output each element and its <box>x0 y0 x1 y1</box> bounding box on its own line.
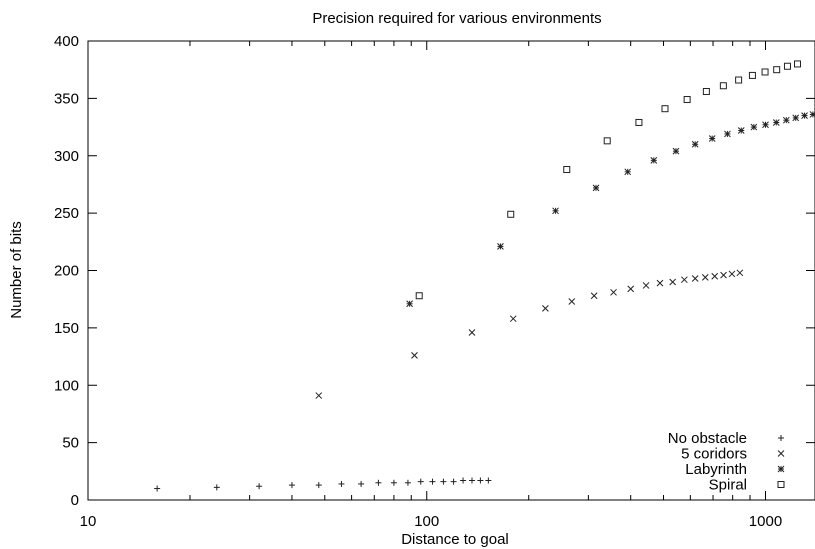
data-point <box>761 68 769 76</box>
data-point <box>708 135 716 142</box>
data-point <box>792 114 800 122</box>
data-point <box>154 485 161 492</box>
data-point <box>672 147 680 155</box>
data-point <box>656 279 664 287</box>
y-tick-label: 50 <box>62 435 79 452</box>
data-point <box>691 275 699 282</box>
data-point <box>568 298 576 305</box>
data-point <box>563 166 571 174</box>
data-point <box>772 119 780 126</box>
legend-marker <box>778 435 784 441</box>
legend-marker <box>777 481 785 488</box>
data-point <box>404 479 411 486</box>
y-axis-label: Number of bits <box>8 221 25 319</box>
data-point <box>735 76 743 84</box>
y-axis: 0 50 100 150 200 250 300 350 400 <box>54 33 815 509</box>
y-tick-label: 150 <box>54 320 79 337</box>
data-point <box>610 288 617 296</box>
data-point <box>417 478 424 485</box>
y-tick-label: 250 <box>54 205 79 222</box>
data-point <box>624 168 632 176</box>
y-tick-label: 200 <box>54 263 79 280</box>
data-point <box>406 300 413 308</box>
data-point <box>468 477 475 484</box>
data-point <box>429 478 436 485</box>
y-tick-label: 0 <box>71 492 79 509</box>
y-tick-label: 100 <box>54 377 79 394</box>
y-tick-label: 350 <box>54 90 79 107</box>
data-point <box>460 477 467 484</box>
data-point <box>809 111 815 118</box>
data-point <box>627 285 635 293</box>
data-point <box>315 392 323 399</box>
data-point <box>507 210 515 218</box>
data-point <box>691 140 699 148</box>
data-point <box>477 477 484 484</box>
data-point <box>711 272 719 280</box>
data-point <box>737 127 745 134</box>
data-point <box>728 270 736 278</box>
data-point <box>650 156 658 164</box>
data-point <box>338 480 345 487</box>
data-point <box>288 482 295 489</box>
data-point <box>375 479 382 486</box>
data-point <box>762 121 769 129</box>
data-point <box>552 207 559 215</box>
x-axis-label: Distance to goal <box>401 531 509 548</box>
data-point <box>450 478 457 485</box>
data-point <box>724 130 731 138</box>
data-point <box>415 292 423 300</box>
data-point <box>701 274 709 281</box>
data-point <box>390 479 397 486</box>
data-point <box>635 118 643 126</box>
data-point <box>642 282 650 289</box>
y-tick-label: 400 <box>54 33 79 50</box>
chart-title: Precision required for various environme… <box>312 10 601 27</box>
legend-label: No obstacle <box>668 430 747 447</box>
legend-label: 5 coridors <box>681 446 747 463</box>
data-point <box>497 243 504 250</box>
data-point <box>542 305 549 312</box>
data-point <box>256 483 263 490</box>
data-point <box>680 276 688 284</box>
legend-marker <box>777 450 785 457</box>
data-point <box>603 137 611 145</box>
legend-marker <box>777 465 785 473</box>
data-point <box>736 269 744 277</box>
data-point <box>592 184 600 192</box>
data-point <box>683 96 691 104</box>
data-point <box>782 116 790 124</box>
data-point <box>783 62 791 70</box>
data-point <box>468 329 476 336</box>
data-point <box>590 292 598 300</box>
data-point <box>315 482 322 489</box>
legend-label: Spiral <box>709 477 747 494</box>
data-point <box>509 315 517 323</box>
x-tick-label: 10 <box>80 513 97 530</box>
data-point <box>720 271 727 279</box>
data-point <box>440 478 447 485</box>
x-tick-label: 100 <box>414 513 439 530</box>
x-axis: 10 100 1000 <box>80 41 782 530</box>
data-point <box>485 477 492 484</box>
data-point <box>213 484 220 491</box>
data-point <box>719 82 727 90</box>
data-point <box>748 71 756 79</box>
data-points <box>154 60 815 492</box>
y-tick-label: 300 <box>54 148 79 165</box>
data-point <box>773 66 781 74</box>
data-point <box>669 278 677 286</box>
data-point <box>702 87 710 95</box>
data-point <box>358 480 365 487</box>
data-point <box>801 112 808 119</box>
data-point <box>411 352 418 359</box>
data-point <box>661 105 669 113</box>
data-point <box>794 60 802 68</box>
legend-label: Labyrinth <box>685 461 747 478</box>
x-tick-label: 1000 <box>749 513 782 530</box>
data-point <box>750 123 758 131</box>
